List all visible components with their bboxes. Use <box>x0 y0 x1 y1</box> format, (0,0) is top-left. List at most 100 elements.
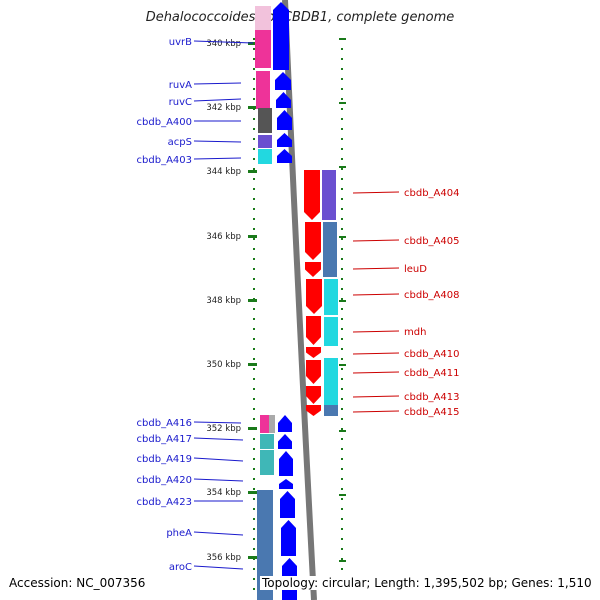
guide-dot <box>341 278 343 280</box>
ruler-tick <box>248 556 257 559</box>
gene-label-left: cbdb_A417 <box>137 434 192 445</box>
guide-dot <box>341 268 343 270</box>
guide-dot <box>341 318 343 320</box>
guide-dot <box>341 448 343 450</box>
guide-dot <box>341 68 343 70</box>
gene-label-right: cbdb_A410 <box>404 349 459 360</box>
guide-dot <box>253 128 255 130</box>
label-leader-line <box>352 352 400 355</box>
guide-dot <box>253 78 255 80</box>
guide-dot <box>341 138 343 140</box>
gene-labels: uvrB ruvA ruvC cbdb_A400 acpS cbdb_A403 cbdb_A… <box>137 37 460 573</box>
guide-dot <box>341 128 343 130</box>
map-title: Dehalococcoides sp. CBDB1, complete geno… <box>145 10 455 25</box>
guide-dot <box>341 118 343 120</box>
guide-dot <box>253 328 255 330</box>
gene-label-left: cbdb_A420 <box>137 475 192 486</box>
guide-dot <box>253 368 255 370</box>
guide-dot <box>253 318 255 320</box>
guide-dot <box>253 148 255 150</box>
guide-dot <box>253 198 255 200</box>
gene-label-left: acpS <box>168 137 192 148</box>
ruler-tick-label: 352 kbp <box>206 424 241 434</box>
gene-label-right: cbdb_A411 <box>404 368 459 379</box>
forward-gene-arrow <box>279 479 293 489</box>
guide-dot <box>341 158 343 160</box>
label-leader-line <box>193 457 244 462</box>
ruler-tick <box>248 299 257 302</box>
gene-label-left: cbdb_A416 <box>137 418 192 429</box>
guide-dot <box>253 578 255 580</box>
guide-dot <box>341 438 343 440</box>
cat-block-acpS <box>258 135 272 148</box>
gene-label-right: cbdb_A413 <box>404 392 459 403</box>
guide-major-dash <box>339 38 346 40</box>
guide-dot <box>253 358 255 360</box>
guide-dot <box>253 168 255 170</box>
guide-major-dash <box>339 430 346 432</box>
guide-dot <box>341 468 343 470</box>
label-leader-line <box>352 410 400 413</box>
cat-block-cbdb_A400 <box>258 108 272 133</box>
cat-block-cbdb_A423 <box>257 490 273 600</box>
guide-dot <box>341 358 343 360</box>
guide-dot <box>341 298 343 300</box>
guide-major-dash <box>339 494 346 496</box>
guide-dot <box>253 188 255 190</box>
gene-label-right: cbdb_A404 <box>404 188 459 199</box>
label-leader-line <box>193 140 242 143</box>
guide-dot <box>341 98 343 100</box>
guide-dot <box>253 398 255 400</box>
guide-dot <box>253 178 255 180</box>
ruler-tick-label: 356 kbp <box>206 553 241 563</box>
guide-dot <box>253 248 255 250</box>
gene-label-left: uvrB <box>169 37 192 48</box>
cat-block-uvrB <box>255 30 271 68</box>
guide-dot <box>341 198 343 200</box>
gene-label-right: cbdb_A415 <box>404 407 459 418</box>
ruler-tick-label: 340 kbp <box>206 39 241 49</box>
label-leader-line <box>193 478 244 482</box>
guide-dot <box>253 88 255 90</box>
guide-dot <box>341 478 343 480</box>
guide-dot <box>253 408 255 410</box>
guide-dot <box>341 288 343 290</box>
guide-dot <box>253 138 255 140</box>
guide-dot <box>341 58 343 60</box>
guide-dot <box>253 458 255 460</box>
guide-dot <box>253 538 255 540</box>
ruler-tick-label: 348 kbp <box>206 296 241 306</box>
guide-dot <box>341 108 343 110</box>
label-leader-line <box>352 395 400 398</box>
guide-dot <box>253 388 255 390</box>
cat-block-cbdb_A405 <box>323 222 337 277</box>
reverse-gene-arrow <box>304 170 320 220</box>
gene-label-left: ruvA <box>169 80 192 91</box>
guide-dot <box>253 208 255 210</box>
forward-gene-arrow <box>281 520 296 556</box>
guide-dot <box>341 408 343 410</box>
guide-dot <box>253 118 255 120</box>
ruler-tick <box>248 363 257 366</box>
guide-dot <box>341 78 343 80</box>
cat-block-cbdb_A403 <box>258 149 272 164</box>
label-leader-line <box>193 437 244 441</box>
ruler-tick <box>248 235 257 238</box>
guide-major-dash <box>339 364 346 366</box>
guide-dot <box>341 528 343 530</box>
guide-major-dash <box>339 236 346 238</box>
forward-gene-arrow <box>278 415 292 432</box>
guide-dot <box>341 368 343 370</box>
label-leader-line <box>193 421 242 424</box>
coordinate-ruler: 340 kbp 342 kbp 344 kbp 346 kbp 348 kbp 350 k… <box>206 39 257 563</box>
guide-dot <box>253 288 255 290</box>
label-leader-line <box>352 267 400 270</box>
reverse-gene-arrow <box>306 316 321 345</box>
ruler-tick-label: 346 kbp <box>206 232 241 242</box>
guide-dot <box>341 568 343 570</box>
guide-dot <box>253 468 255 470</box>
guide-dot <box>253 568 255 570</box>
reverse-gene-arrow <box>306 360 321 384</box>
guide-dot <box>253 588 255 590</box>
guide-dot <box>341 338 343 340</box>
